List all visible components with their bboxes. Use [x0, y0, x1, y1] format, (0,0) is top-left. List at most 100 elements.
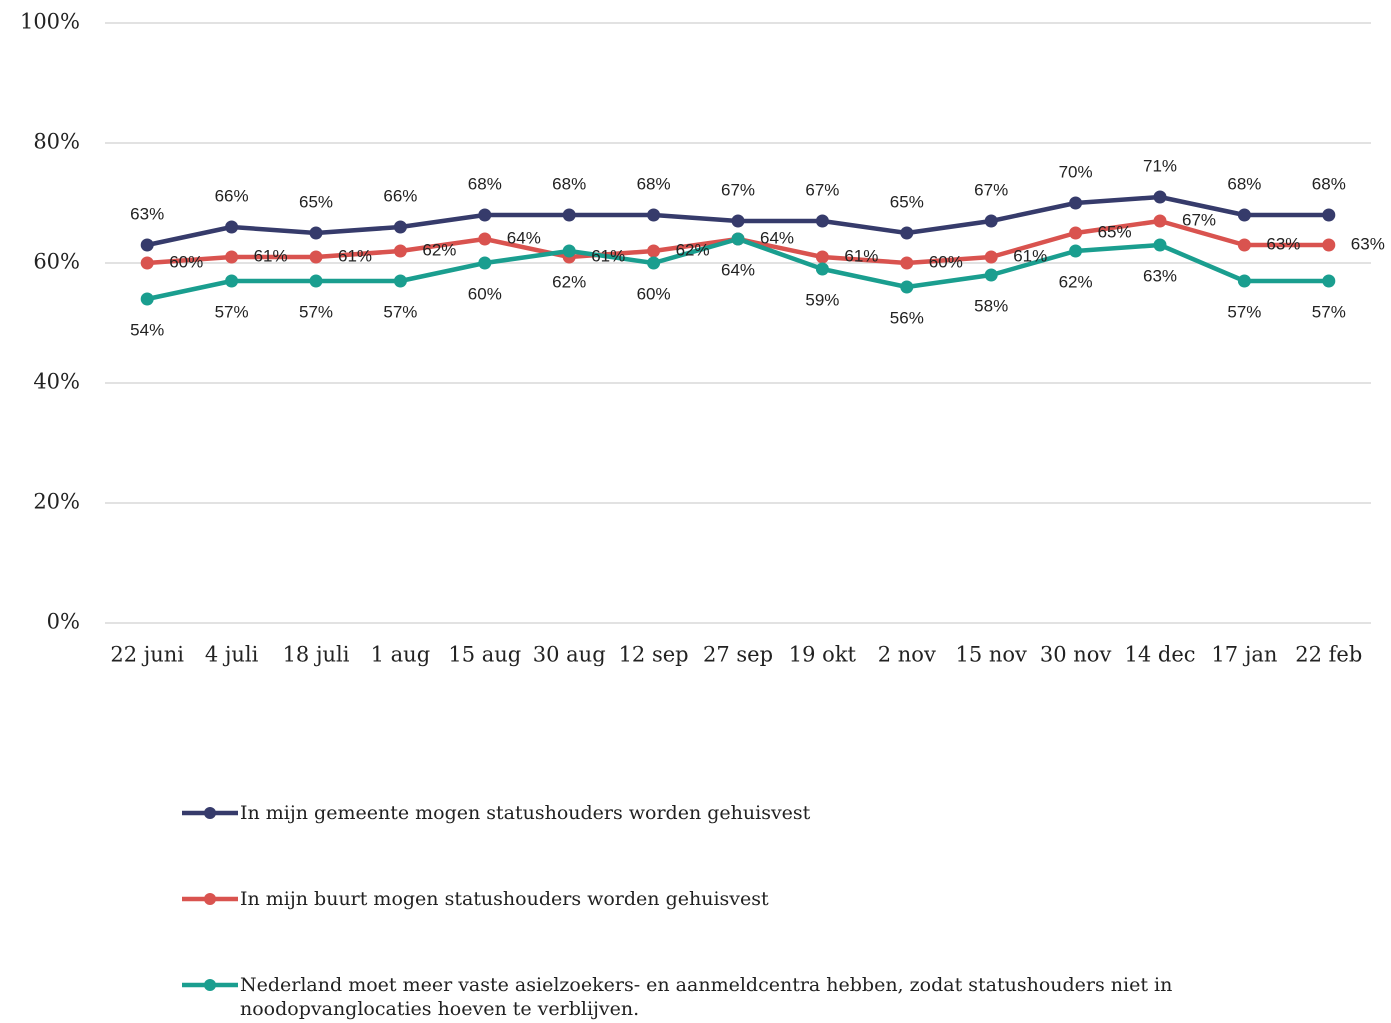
x-tick-label: 17 jan — [1211, 643, 1277, 667]
data-label: 63% — [1351, 234, 1385, 253]
data-point — [1153, 214, 1167, 228]
data-label: 62% — [422, 240, 456, 259]
data-point — [1069, 244, 1083, 258]
data-point — [1322, 238, 1336, 252]
data-label: 61% — [254, 246, 288, 265]
data-point — [1069, 226, 1083, 240]
x-tick-label: 14 dec — [1124, 643, 1195, 667]
data-label: 61% — [1013, 246, 1047, 265]
data-point — [900, 280, 914, 294]
data-point — [647, 208, 661, 222]
legend-swatch — [182, 893, 238, 905]
data-point — [478, 208, 492, 222]
data-label: 60% — [637, 284, 671, 303]
data-label: 54% — [130, 320, 164, 339]
data-point — [815, 214, 829, 228]
data-label: 64% — [721, 260, 755, 279]
legend-marker — [204, 807, 216, 819]
data-label: 71% — [1143, 156, 1177, 175]
y-tick-label: 100% — [20, 10, 80, 34]
y-tick-label: 0% — [47, 610, 80, 634]
data-point — [984, 214, 998, 228]
data-point — [1237, 274, 1251, 288]
data-label: 63% — [1143, 266, 1177, 285]
x-tick-label: 15 nov — [955, 643, 1027, 667]
x-tick-label: 19 okt — [789, 643, 857, 667]
data-label: 63% — [1266, 234, 1300, 253]
x-tick-label: 27 sep — [703, 643, 773, 667]
data-point — [1153, 190, 1167, 204]
data-point — [815, 262, 829, 276]
data-point — [393, 220, 407, 234]
data-point — [140, 256, 154, 270]
data-label: 62% — [1059, 272, 1093, 291]
data-label: 56% — [890, 308, 924, 327]
data-point — [984, 250, 998, 264]
data-label: 68% — [637, 174, 671, 193]
data-label: 64% — [507, 228, 541, 247]
x-tick-label: 22 feb — [1295, 643, 1362, 667]
x-tick-label: 12 sep — [619, 643, 689, 667]
data-label: 57% — [383, 302, 417, 321]
data-point — [984, 268, 998, 282]
chart: 0% 20% 40% 60% 80% 100% 22 juni 4 juli 18 juli 1 … — [20, 10, 1385, 667]
data-label: 67% — [1182, 210, 1216, 229]
data-point — [647, 244, 661, 258]
data-point — [1322, 274, 1336, 288]
x-tick-label: 30 aug — [533, 643, 606, 667]
data-point — [647, 256, 661, 270]
data-label: 65% — [1098, 222, 1132, 241]
y-tick-label: 60% — [33, 250, 80, 274]
legend-marker — [204, 893, 216, 905]
x-tick-label: 15 aug — [448, 643, 521, 667]
data-point — [140, 292, 154, 306]
data-label: 68% — [468, 174, 502, 193]
data-point — [815, 250, 829, 264]
x-tick-label: 22 juni — [110, 643, 184, 667]
data-label: 67% — [974, 180, 1008, 199]
data-label: 65% — [890, 192, 924, 211]
data-point — [731, 214, 745, 228]
legend-item: Nederland moet meer vaste asielzoekers- … — [182, 973, 1302, 1021]
y-tick-label: 20% — [33, 490, 80, 514]
legend-item: In mijn buurt mogen statushouders worden… — [182, 887, 1302, 911]
data-point — [225, 274, 239, 288]
data-point — [562, 244, 576, 258]
data-point — [1069, 196, 1083, 210]
data-point — [309, 274, 323, 288]
data-label: 68% — [552, 174, 586, 193]
data-point — [393, 274, 407, 288]
data-point — [1237, 208, 1251, 222]
data-point — [309, 226, 323, 240]
data-point — [225, 250, 239, 264]
data-label: 67% — [721, 180, 755, 199]
data-label: 57% — [1312, 302, 1346, 321]
legend-label: In mijn buurt mogen statushouders worden… — [240, 888, 769, 910]
data-point — [309, 250, 323, 264]
data-label: 70% — [1059, 162, 1093, 181]
data-label: 63% — [130, 204, 164, 223]
data-label: 65% — [299, 192, 333, 211]
data-point — [1237, 238, 1251, 252]
data-label: 62% — [552, 272, 586, 291]
data-point — [731, 232, 745, 246]
data-point — [1153, 238, 1167, 252]
data-point — [1322, 208, 1336, 222]
legend-label: In mijn gemeente mogen statushouders wor… — [240, 802, 811, 824]
data-point — [562, 208, 576, 222]
x-tick-label: 4 juli — [205, 643, 259, 667]
data-label: 61% — [338, 246, 372, 265]
x-tick-label: 30 nov — [1040, 643, 1112, 667]
data-label: 59% — [805, 290, 839, 309]
y-tick-label: 80% — [33, 130, 80, 154]
data-label: 67% — [805, 180, 839, 199]
data-point — [478, 256, 492, 270]
data-label: 60% — [468, 284, 502, 303]
data-point — [478, 232, 492, 246]
data-point — [900, 256, 914, 270]
data-label: 68% — [1312, 174, 1346, 193]
data-label: 57% — [215, 302, 249, 321]
data-point — [393, 244, 407, 258]
x-tick-label: 2 nov — [878, 643, 936, 667]
